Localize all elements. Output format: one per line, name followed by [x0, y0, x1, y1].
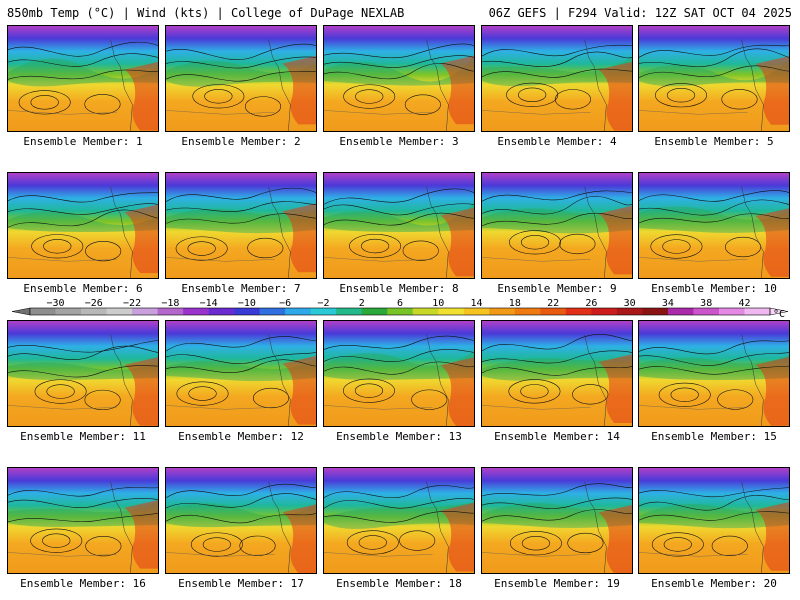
colorbar-cell	[259, 308, 286, 315]
colorbar-tick-label: −18	[161, 298, 179, 309]
colorbar-tick-label: 2	[359, 298, 365, 309]
colorbar-cell	[183, 308, 209, 315]
colorbar-cell	[336, 308, 363, 315]
ensemble-member-map	[7, 467, 159, 574]
colorbar-unit-label: °C	[773, 309, 785, 318]
colorbar-cell	[667, 308, 694, 315]
colorbar-tick-label: 22	[547, 298, 559, 309]
colorbar-cell	[514, 308, 541, 315]
colorbar-cell	[106, 308, 133, 315]
colorbar-tick-label: −30	[46, 298, 64, 309]
ensemble-member-caption: Ensemble Member: 19	[494, 577, 620, 590]
ensemble-member-caption: Ensemble Member: 8	[339, 282, 459, 295]
colorbar-cell	[234, 308, 260, 315]
ensemble-member-map	[7, 320, 159, 427]
ensemble-member-caption: Ensemble Member: 3	[339, 135, 459, 148]
ensemble-member-caption: Ensemble Member: 9	[497, 282, 617, 295]
ensemble-member-map	[165, 25, 317, 132]
temperature-colorbar: −30 −26 −22 −18 −14 −10 −6 −2 2 6 10 14 18 22 26 30 34 38…	[11, 298, 789, 318]
ensemble-member-map	[481, 320, 633, 427]
colorbar-cell	[285, 308, 311, 315]
ensemble-member-caption: Ensemble Member: 6	[23, 282, 143, 295]
colorbar-cell	[616, 308, 643, 315]
colorbar-tick-label: −6	[279, 298, 291, 309]
ensemble-member-map	[481, 25, 633, 132]
ensemble-member-caption: Ensemble Member: 13	[336, 430, 462, 443]
colorbar-cell	[693, 308, 720, 315]
colorbar-cell	[718, 308, 745, 315]
ensemble-member-map	[481, 467, 633, 574]
colorbar-cell	[132, 308, 158, 315]
ensemble-member-caption: Ensemble Member: 12	[178, 430, 304, 443]
header-right-title: 06Z GEFS | F294 Valid: 12Z SAT OCT 04 20…	[488, 6, 792, 20]
ensemble-member-caption: Ensemble Member: 7	[181, 282, 301, 295]
ensemble-member-caption: Ensemble Member: 5	[654, 135, 774, 148]
colorbar-cell	[361, 308, 388, 315]
ensemble-member-map	[638, 25, 790, 132]
ensemble-member-caption: Ensemble Member: 20	[651, 577, 777, 590]
colorbar-cell	[157, 308, 184, 315]
colorbar-cell	[565, 308, 592, 315]
colorbar-tick-label: 10	[432, 298, 444, 309]
colorbar-tick-label: 14	[471, 298, 483, 309]
colorbar-cell	[642, 308, 669, 315]
ensemble-member-map	[323, 172, 475, 279]
ensemble-member-map	[165, 320, 317, 427]
colorbar-cell	[55, 308, 82, 315]
colorbar-cell	[463, 308, 490, 315]
ensemble-member-caption: Ensemble Member: 10	[651, 282, 777, 295]
colorbar-cell	[81, 308, 107, 315]
colorbar-tick-label: 42	[738, 298, 750, 309]
ensemble-member-caption: Ensemble Member: 16	[20, 577, 146, 590]
ensemble-member-caption: Ensemble Member: 11	[20, 430, 146, 443]
ensemble-member-caption: Ensemble Member: 4	[497, 135, 617, 148]
ensemble-member-map	[638, 320, 790, 427]
colorbar-min-arrow	[11, 307, 31, 316]
ensemble-member-map	[638, 467, 790, 574]
colorbar-tick-label: −26	[85, 298, 103, 309]
ensemble-member-map	[7, 25, 159, 132]
ensemble-member-caption: Ensemble Member: 15	[651, 430, 777, 443]
ensemble-member-map	[323, 25, 475, 132]
colorbar-cell	[30, 308, 56, 315]
colorbar-tick-label: 6	[397, 298, 403, 309]
colorbar-tick-label: 30	[624, 298, 636, 309]
colorbar-tick-label: 34	[662, 298, 674, 309]
colorbar-cell	[540, 308, 567, 315]
colorbar-cell	[489, 308, 516, 315]
colorbar-tick-label: −14	[200, 298, 218, 309]
ensemble-member-caption: Ensemble Member: 18	[336, 577, 462, 590]
colorbar-cell	[438, 308, 465, 315]
ensemble-member-caption: Ensemble Member: 17	[178, 577, 304, 590]
ensemble-member-map	[323, 467, 475, 574]
colorbar-cell	[310, 308, 337, 315]
ensemble-member-map	[323, 320, 475, 427]
colorbar-cell	[208, 308, 235, 315]
colorbar-tick-label: 18	[509, 298, 521, 309]
colorbar-tick-label: −22	[123, 298, 141, 309]
ensemble-member-map	[165, 172, 317, 279]
colorbar-tick-label: −10	[238, 298, 256, 309]
ensemble-member-caption: Ensemble Member: 14	[494, 430, 620, 443]
colorbar-cell	[744, 308, 771, 315]
colorbar-cell	[591, 308, 618, 315]
header-left-title: 850mb Temp (°C) | Wind (kts) | College o…	[7, 6, 405, 20]
colorbar-tick-label: 26	[585, 298, 597, 309]
ensemble-member-map	[481, 172, 633, 279]
colorbar-tick-label: 38	[700, 298, 712, 309]
colorbar-outline	[29, 307, 771, 316]
ensemble-member-caption: Ensemble Member: 1	[23, 135, 143, 148]
ensemble-member-map	[165, 467, 317, 574]
colorbar-cell	[412, 308, 439, 315]
colorbar-tick-label: −2	[317, 298, 329, 309]
ensemble-member-caption: Ensemble Member: 2	[181, 135, 301, 148]
ensemble-member-map	[638, 172, 790, 279]
ensemble-member-map	[7, 172, 159, 279]
colorbar-cell	[387, 308, 414, 315]
